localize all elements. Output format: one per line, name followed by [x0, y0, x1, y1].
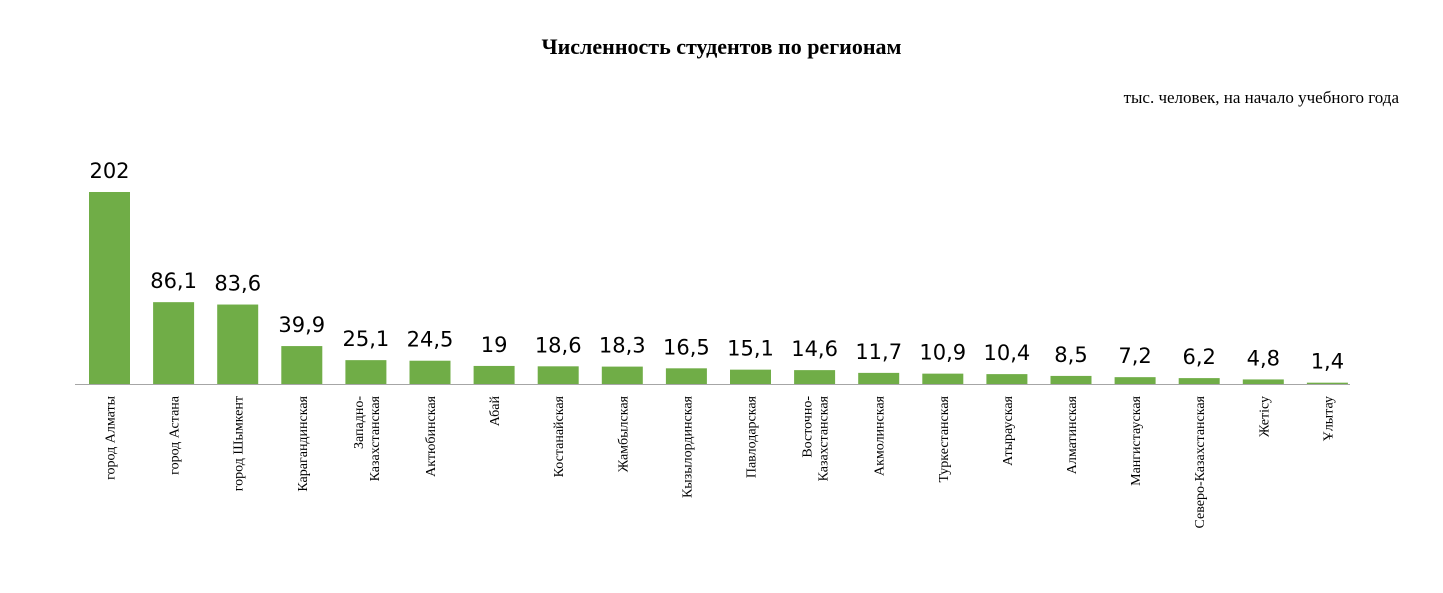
- x-tick-label-line: город Астана: [168, 395, 183, 475]
- bar: [1050, 375, 1092, 384]
- x-tick-label-line: Казахстанская: [368, 395, 383, 481]
- x-tick-label-line: Карагандинская: [296, 395, 311, 491]
- x-tick-label: город Шымкент: [232, 396, 247, 491]
- bar: [345, 360, 387, 384]
- data-label: 15,1: [727, 337, 774, 361]
- x-tick-label-line: Атырауская: [1001, 395, 1016, 465]
- data-label: 18,3: [599, 334, 646, 358]
- x-tick-label-line: Казахстанская: [817, 395, 832, 481]
- x-tick-label: Западно-Казахстанская: [352, 395, 383, 481]
- data-label: 6,2: [1182, 345, 1215, 369]
- x-tick-label: город Астана: [168, 395, 183, 475]
- bar: [730, 369, 771, 384]
- x-tick-label-line: Мангистауская: [1129, 395, 1144, 485]
- data-label: 11,7: [855, 340, 902, 364]
- x-tick-label-line: город Алматы: [104, 395, 119, 479]
- data-label: 25,1: [343, 327, 390, 351]
- bar: [537, 366, 579, 384]
- x-tick-label: Восточно-Казахстанская: [801, 395, 832, 481]
- x-tick-label-line: Алматинская: [1065, 395, 1080, 474]
- x-tick-label-line: Западно-: [352, 396, 367, 449]
- data-label: 86,1: [150, 269, 197, 293]
- chart-subtitle: тыс. человек, на начало учебного года: [1123, 88, 1399, 107]
- x-tick-label-line: Абай: [488, 395, 503, 426]
- x-tick-label-line: Туркестанская: [937, 395, 952, 482]
- x-tick-label: Абай: [488, 395, 503, 426]
- x-tick-label: Павлодарская: [745, 395, 760, 478]
- data-label: 19: [481, 333, 508, 357]
- bar: [922, 373, 964, 384]
- data-label: 8,5: [1054, 343, 1087, 367]
- bar: [1114, 377, 1156, 384]
- bar: [153, 302, 195, 384]
- x-tick-label-line: Кызылординская: [680, 395, 695, 498]
- data-label: 7,2: [1118, 344, 1151, 368]
- bar: [1242, 379, 1284, 384]
- x-tick-label: Жамбылская: [616, 395, 631, 472]
- data-label: 14,6: [791, 337, 838, 361]
- data-label: 18,6: [535, 333, 582, 357]
- bar: [281, 346, 323, 384]
- data-label: 10,4: [984, 341, 1031, 365]
- data-label: 1,4: [1311, 350, 1344, 374]
- bar: [794, 370, 836, 384]
- bar: [473, 365, 515, 384]
- x-tick-label: Ұлытау: [1321, 396, 1336, 441]
- x-tick-label-line: Костанайская: [552, 395, 567, 477]
- x-tick-label: Северо-Казахстанская: [1193, 395, 1208, 528]
- data-label: 16,5: [663, 335, 710, 359]
- value-labels-group: 202 86,1 83,6 39,9 25,1 24,5 19 18,6 18,3 16,5 15,…: [89, 159, 1344, 374]
- data-label: 202: [89, 159, 129, 183]
- x-tick-label: Кызылординская: [680, 395, 695, 498]
- bar: [1306, 382, 1348, 384]
- bar: [601, 366, 643, 384]
- chart-title: Численность студентов по регионам: [541, 34, 902, 59]
- bar: [409, 360, 451, 384]
- x-tick-label: Акмолинская: [873, 395, 888, 476]
- x-tick-label: Актюбинская: [424, 395, 439, 476]
- category-labels-group: город Алматы город Астана город Шымкент Кар…: [104, 395, 1337, 528]
- x-tick-label: Мангистауская: [1129, 395, 1144, 485]
- x-tick-label-line: Актюбинская: [424, 395, 439, 476]
- x-tick-label: Атырауская: [1001, 395, 1016, 465]
- x-tick-label-line: Жетісу: [1257, 396, 1272, 437]
- bar: [89, 192, 130, 384]
- x-tick-label-line: город Шымкент: [232, 396, 247, 491]
- x-tick-label: Туркестанская: [937, 395, 952, 482]
- x-tick-label-line: Акмолинская: [873, 395, 888, 476]
- x-tick-label-line: Жамбылская: [616, 395, 631, 472]
- data-label: 10,9: [919, 341, 966, 365]
- data-label: 24,5: [407, 328, 454, 352]
- x-tick-label: Алматинская: [1065, 395, 1080, 474]
- x-tick-label: Жетісу: [1257, 396, 1272, 437]
- bars-group: [89, 192, 1348, 384]
- bar: [217, 304, 259, 384]
- x-tick-label-line: Павлодарская: [745, 395, 760, 478]
- bar: [665, 368, 707, 384]
- bar: [986, 374, 1028, 384]
- x-tick-label: Костанайская: [552, 395, 567, 477]
- data-label: 39,9: [278, 313, 325, 337]
- data-label: 4,8: [1247, 346, 1280, 370]
- x-tick-label-line: Восточно-: [801, 396, 816, 458]
- x-tick-label: город Алматы: [104, 395, 119, 479]
- x-tick-label: Карагандинская: [296, 395, 311, 491]
- x-tick-label-line: Ұлытау: [1321, 396, 1336, 441]
- x-tick-label-line: Северо-Казахстанская: [1193, 395, 1208, 528]
- bar: [1178, 378, 1220, 384]
- data-label: 83,6: [214, 272, 261, 296]
- bar: [858, 372, 900, 384]
